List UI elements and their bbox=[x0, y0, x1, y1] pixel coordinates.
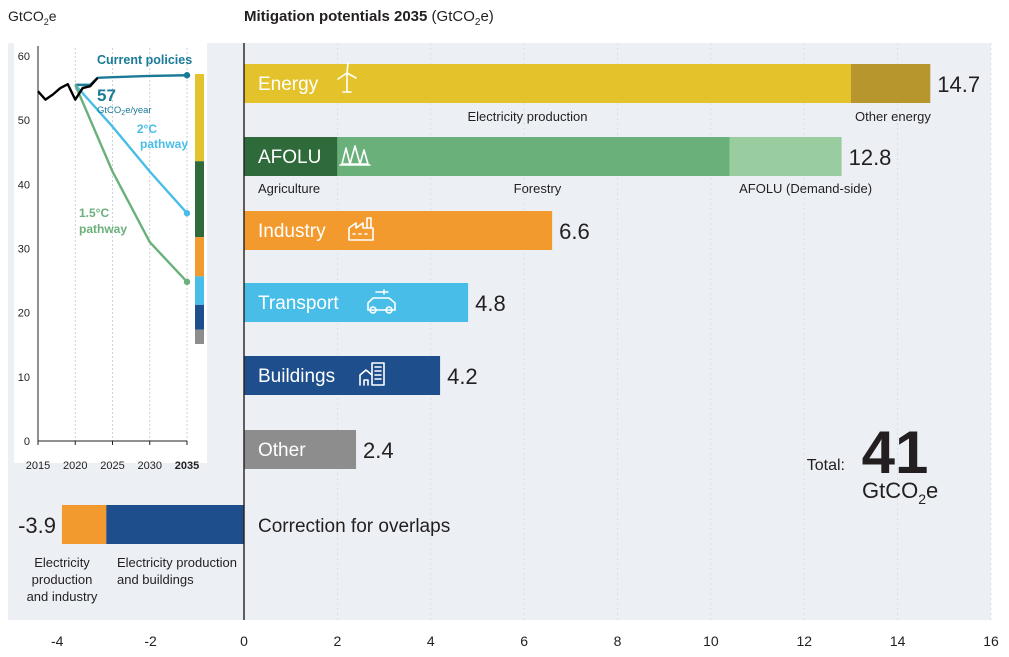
correction-segment-label-industry: Electricity bbox=[34, 555, 90, 570]
correction-segment-label-industry: production bbox=[32, 572, 93, 587]
bar-segment-other bbox=[244, 430, 357, 469]
factory-icon bbox=[348, 217, 374, 241]
bar-chart-x-tick-label: 8 bbox=[614, 633, 622, 649]
line-chart-y-tick-label: 60 bbox=[18, 51, 30, 63]
chart-title: Mitigation potentials 2035 (GtCO2e) bbox=[244, 8, 494, 28]
line-chart-y-tick-label: 30 bbox=[18, 244, 30, 256]
line-chart-y-tick-label: 40 bbox=[18, 179, 30, 191]
line-chart-y-tick-label: 10 bbox=[18, 372, 30, 384]
bar-chart-x-tick-label: -4 bbox=[51, 633, 64, 649]
series-end-marker-pathway_15c bbox=[183, 278, 191, 286]
building-icon-shape bbox=[359, 362, 385, 386]
bar-total-value: 2.4 bbox=[363, 438, 394, 463]
current-policies-unit: GtCO2e/year bbox=[97, 105, 152, 117]
building-icon bbox=[359, 362, 385, 386]
wind-turbine-icon bbox=[337, 62, 357, 93]
segment-label-electricity-production: Electricity production bbox=[467, 109, 587, 124]
mitigation-bar-chart: -4 -2 0 2 4 6 8 10 12 14 16 Energy 14.7 AFOLU 12.8 Indu… bbox=[18, 43, 999, 649]
line-chart-y-tick-label: 0 bbox=[24, 436, 30, 448]
total-unit: GtCO2e bbox=[862, 478, 938, 507]
left-chart-unit-label: GtCO2e bbox=[8, 8, 57, 27]
factory-icon-shape bbox=[348, 217, 374, 241]
pathway-15c-label: 1.5°C bbox=[79, 206, 109, 220]
segment-label-afolu-demand: AFOLU (Demand-side) bbox=[739, 181, 872, 196]
bar-label-other: Other bbox=[258, 440, 306, 461]
series-line-current_policies bbox=[75, 74, 188, 87]
correction-segment-label-industry: and industry bbox=[27, 589, 98, 604]
bar-chart-x-tick-label: 14 bbox=[890, 633, 906, 649]
current-policies-label: Current policies bbox=[97, 53, 192, 67]
line-chart-y-tick-label: 50 bbox=[18, 115, 30, 127]
bar-label-buildings: Buildings bbox=[258, 366, 335, 387]
line-chart-y-tick-label: 20 bbox=[18, 308, 30, 320]
line-chart-x-tick-label: 2020 bbox=[63, 460, 87, 472]
bar-chart-x-tick-label: -2 bbox=[144, 633, 157, 649]
correction-total-value: -3.9 bbox=[18, 513, 56, 538]
total-value: 41 bbox=[862, 419, 929, 486]
bar-label-afolu: AFOLU bbox=[258, 147, 321, 168]
bar-segment-afolu_demand bbox=[729, 137, 842, 176]
bar-total-value: 12.8 bbox=[849, 145, 892, 170]
pathway-2c-label: 2°C bbox=[137, 122, 157, 136]
composition-segment-buildings bbox=[195, 304, 204, 330]
correction-label: Correction for overlaps bbox=[258, 516, 450, 537]
composition-segment-energy bbox=[195, 74, 204, 162]
bar-segment-energy bbox=[244, 64, 851, 103]
wind-turbine-icon-shape bbox=[337, 62, 357, 93]
series-line-pathway_2c bbox=[74, 84, 188, 215]
bar-chart-x-tick-label: 16 bbox=[983, 633, 999, 649]
line-chart-x-tick-label: 2030 bbox=[138, 460, 162, 472]
series-line-history bbox=[37, 77, 99, 101]
correction-segment-industry bbox=[61, 505, 107, 544]
bar-chart-x-tick-label: 2 bbox=[333, 633, 341, 649]
bar-chart-x-tick-label: 6 bbox=[520, 633, 528, 649]
bar-total-value: 6.6 bbox=[559, 219, 590, 244]
line-chart-x-tick-label: 2025 bbox=[100, 460, 124, 472]
bar-label-transport: Transport bbox=[258, 293, 339, 314]
line-chart-plot-area bbox=[14, 43, 207, 463]
composition-segment-transport bbox=[195, 276, 204, 305]
series-end-marker-pathway_2c bbox=[183, 210, 191, 217]
bar-segment-afolu_agri bbox=[244, 137, 338, 176]
bar-chart-x-tick-label: 10 bbox=[703, 633, 719, 649]
bar-total-value: 4.8 bbox=[475, 291, 506, 316]
pathway-15c-label: pathway bbox=[79, 222, 127, 236]
pathway-2c-label: pathway bbox=[140, 137, 188, 151]
current-policies-value: 57 bbox=[97, 86, 116, 105]
bar-chart-x-tick-label: 0 bbox=[240, 633, 248, 649]
series-end-marker-current_policies bbox=[183, 72, 191, 79]
segment-label-other-energy: Other energy bbox=[855, 109, 931, 124]
bar-segment-energy_other bbox=[850, 64, 931, 103]
correction-segment-label-buildings: Electricity production bbox=[117, 555, 237, 570]
electric-car-icon-shape bbox=[367, 289, 396, 314]
electric-car-icon bbox=[367, 289, 396, 314]
bar-segment-industry bbox=[244, 211, 553, 250]
line-chart-x-tick-label: 2035 bbox=[175, 460, 199, 472]
bar-chart-x-tick-label: 12 bbox=[796, 633, 812, 649]
line-chart-x-tick-label: 2015 bbox=[26, 460, 50, 472]
bar-total-value: 4.2 bbox=[447, 364, 478, 389]
bar-segment-afolu_forest bbox=[337, 137, 730, 176]
bar-segment-buildings bbox=[244, 356, 441, 395]
composition-segment-other bbox=[195, 329, 204, 344]
composition-segment-industry bbox=[195, 237, 204, 277]
total-label: Total: bbox=[807, 457, 845, 474]
correction-segment-label-buildings: and buildings bbox=[117, 572, 194, 587]
bar-total-value: 14.7 bbox=[937, 72, 980, 97]
segment-label-agriculture: Agriculture bbox=[258, 181, 320, 196]
correction-segment-buildings bbox=[106, 505, 244, 544]
composition-segment-afolu_agri bbox=[195, 161, 204, 238]
bar-label-industry: Industry bbox=[258, 221, 326, 242]
trees-icon bbox=[339, 145, 371, 166]
bar-chart-x-tick-label: 4 bbox=[427, 633, 435, 649]
trees-icon-shape bbox=[339, 145, 371, 166]
bar-label-energy: Energy bbox=[258, 74, 319, 95]
series-line-pathway_15c bbox=[74, 84, 188, 283]
segment-label-forestry: Forestry bbox=[514, 181, 562, 196]
bar-segment-transport bbox=[244, 283, 469, 322]
